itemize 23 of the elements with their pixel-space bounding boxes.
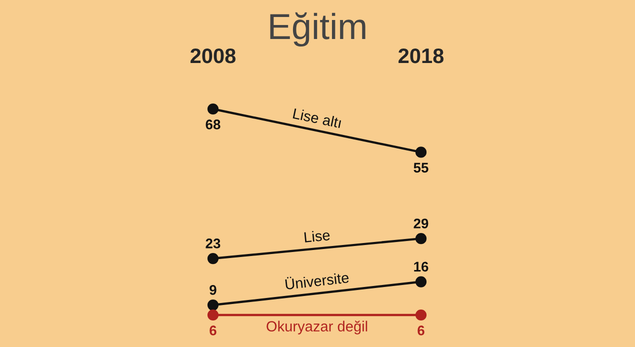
data-label: 29 (414, 218, 428, 228)
point (207, 309, 219, 321)
text: Üniversite (284, 270, 350, 290)
data-label: 55 (414, 162, 428, 173)
data-label: 23 (206, 238, 220, 248)
text: Lise (304, 229, 330, 242)
data-label: 6 (210, 326, 216, 336)
series-label: Okuryazar değil (266, 320, 368, 334)
data-label: 68 (206, 120, 220, 130)
point (415, 233, 427, 244)
x-tick-label: 2018 (398, 48, 444, 64)
point (415, 276, 427, 288)
point (207, 299, 219, 311)
point (415, 309, 427, 321)
x-tick-label: 2008 (190, 48, 236, 64)
point (415, 146, 427, 158)
data-label: 9 (210, 285, 216, 295)
chart-title: Eğitim (270, 12, 366, 47)
text: Lise altı (292, 108, 342, 128)
data-label: 16 (414, 262, 428, 272)
point (207, 103, 219, 115)
data-label: 6 (418, 326, 424, 336)
point (207, 252, 219, 264)
